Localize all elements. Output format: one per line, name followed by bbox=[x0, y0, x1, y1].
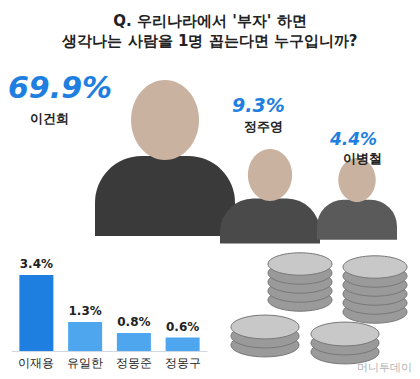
svg-text:3.4%: 3.4% bbox=[20, 257, 53, 271]
svg-text:정몽구: 정몽구 bbox=[165, 356, 201, 370]
svg-text:이병철: 이병철 bbox=[343, 151, 382, 166]
svg-text:생각나는 사람을 1명 꼽는다면 누구입니까?: 생각나는 사람을 1명 꼽는다면 누구입니까? bbox=[61, 32, 357, 50]
svg-text:정주영: 정주영 bbox=[244, 119, 283, 134]
svg-text:4.4%: 4.4% bbox=[329, 129, 377, 149]
svg-text:0.6%: 0.6% bbox=[166, 320, 199, 334]
svg-text:0.8%: 0.8% bbox=[117, 315, 150, 329]
svg-text:머니투데이: 머니투데이 bbox=[357, 361, 412, 374]
svg-text:이건희: 이건희 bbox=[30, 111, 69, 126]
svg-text:9.3%: 9.3% bbox=[232, 94, 285, 116]
svg-text:1.3%: 1.3% bbox=[68, 304, 101, 318]
svg-text:69.9%: 69.9% bbox=[8, 70, 112, 105]
svg-text:Q. 우리나라에서 '부자' 하면: Q. 우리나라에서 '부자' 하면 bbox=[113, 12, 306, 30]
svg-text:이재용: 이재용 bbox=[18, 356, 54, 370]
svg-text:유일한: 유일한 bbox=[67, 356, 103, 370]
svg-text:정몽준: 정몽준 bbox=[116, 356, 152, 370]
